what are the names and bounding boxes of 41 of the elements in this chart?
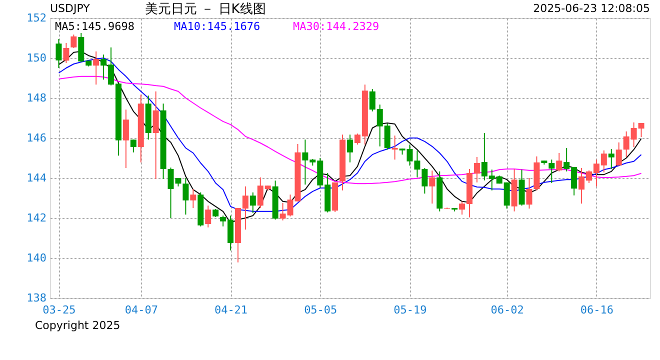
text: Copyright 2025	[35, 319, 120, 332]
candlestick	[56, 38, 62, 68]
candlestick	[392, 135, 398, 160]
text: 2025-06-23 12:08:05	[533, 2, 650, 15]
text: MA5:145.9698	[55, 20, 134, 33]
text: MA10:145.1676	[174, 20, 260, 33]
y-tick-label: 138	[26, 292, 46, 304]
chart-title: 美元日元 － 日K线图	[145, 1, 266, 17]
x-tick-label: 04-07	[124, 304, 158, 316]
x-tick-label: 04-21	[214, 304, 248, 316]
candlestick	[93, 50, 100, 86]
x-tick-label: 06-16	[580, 304, 614, 316]
candlestick	[122, 109, 129, 168]
candlestick	[250, 192, 256, 214]
x-tick-label: 05-05	[304, 304, 338, 316]
y-tick-label: 140	[26, 252, 46, 264]
y-tick-label: 146	[26, 132, 46, 144]
x-tick-label: 06-02	[490, 304, 524, 316]
candlestick	[556, 152, 562, 172]
y-tick-label: 142	[26, 212, 46, 224]
candlestick	[548, 159, 555, 184]
candlestick	[616, 142, 622, 166]
candlestick	[152, 90, 159, 180]
text: USDJPY	[50, 2, 90, 15]
y-tick-label: 150	[26, 52, 46, 64]
candlestick	[70, 34, 77, 48]
candlestick	[63, 42, 70, 64]
candlestick	[190, 188, 196, 208]
candlestick	[608, 148, 614, 170]
y-tick-label: 152	[26, 12, 46, 24]
x-tick-label: 05-19	[394, 304, 427, 316]
candlestick	[526, 178, 532, 210]
candlestick	[182, 178, 189, 216]
candlestick	[130, 139, 136, 153]
y-tick-label: 148	[26, 92, 46, 104]
candlestick	[347, 134, 353, 163]
text: MA30:144.2329	[293, 20, 380, 33]
x-tick-label: 03-25	[42, 304, 76, 316]
candlestick	[429, 170, 436, 204]
y-tick-label: 144	[26, 172, 47, 184]
candlestick	[205, 205, 212, 228]
